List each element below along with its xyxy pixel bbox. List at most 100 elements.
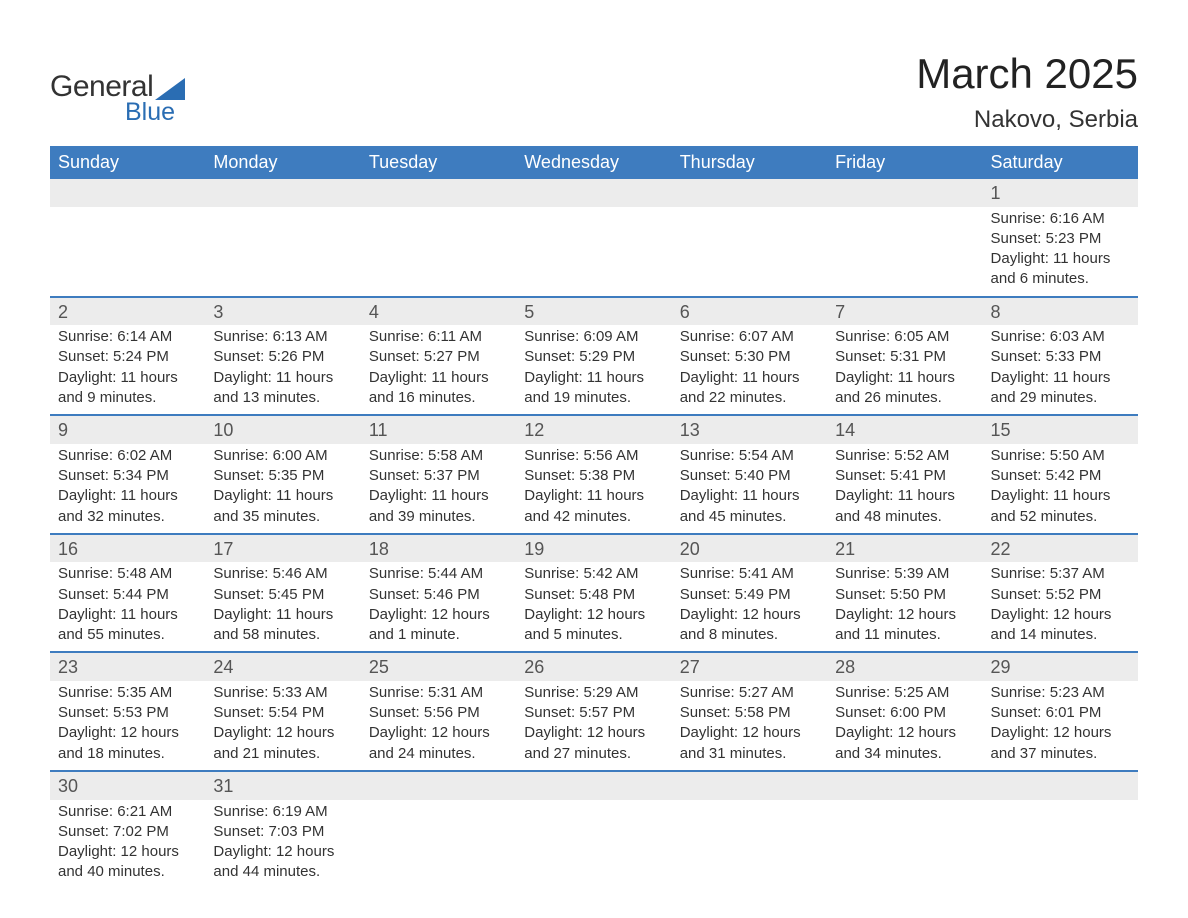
sunrise-text: Sunrise: 6:16 AM xyxy=(991,209,1130,229)
sunset-text: Sunset: 5:23 PM xyxy=(991,229,1130,249)
calendar-cell: 11Sunrise: 5:58 AMSunset: 5:37 PMDayligh… xyxy=(361,415,516,534)
day-number: 28 xyxy=(827,653,982,681)
daylight-text: and 16 minutes. xyxy=(369,388,508,408)
sunrise-text: Sunrise: 6:02 AM xyxy=(58,446,197,466)
day-number: 5 xyxy=(516,298,671,326)
sunset-text: Sunset: 5:37 PM xyxy=(369,466,508,486)
day-data xyxy=(516,207,671,235)
sunset-text: Sunset: 5:24 PM xyxy=(58,347,197,367)
daylight-text: Daylight: 11 hours xyxy=(680,368,819,388)
sunrise-text: Sunrise: 5:56 AM xyxy=(524,446,663,466)
daylight-text: and 35 minutes. xyxy=(213,507,352,527)
day-data: Sunrise: 5:41 AMSunset: 5:49 PMDaylight:… xyxy=(672,562,827,651)
calendar-cell: 30Sunrise: 6:21 AMSunset: 7:02 PMDayligh… xyxy=(50,771,205,889)
day-data xyxy=(205,207,360,235)
calendar-week-row: 16Sunrise: 5:48 AMSunset: 5:44 PMDayligh… xyxy=(50,534,1138,653)
day-data: Sunrise: 6:03 AMSunset: 5:33 PMDaylight:… xyxy=(983,325,1138,414)
day-data xyxy=(672,207,827,235)
sunset-text: Sunset: 5:40 PM xyxy=(680,466,819,486)
daylight-text: Daylight: 12 hours xyxy=(835,723,974,743)
daylight-text: and 13 minutes. xyxy=(213,388,352,408)
daylight-text: Daylight: 11 hours xyxy=(213,486,352,506)
sunrise-text: Sunrise: 6:13 AM xyxy=(213,327,352,347)
calendar-cell: 3Sunrise: 6:13 AMSunset: 5:26 PMDaylight… xyxy=(205,297,360,416)
daylight-text: and 44 minutes. xyxy=(213,862,352,882)
calendar-cell: 31Sunrise: 6:19 AMSunset: 7:03 PMDayligh… xyxy=(205,771,360,889)
calendar-cell: 9Sunrise: 6:02 AMSunset: 5:34 PMDaylight… xyxy=(50,415,205,534)
daylight-text: and 31 minutes. xyxy=(680,744,819,764)
day-data xyxy=(672,800,827,828)
daylight-text: Daylight: 12 hours xyxy=(680,605,819,625)
day-header: Friday xyxy=(827,146,982,179)
day-number: 31 xyxy=(205,772,360,800)
day-number: 21 xyxy=(827,535,982,563)
day-header: Thursday xyxy=(672,146,827,179)
day-data xyxy=(827,207,982,235)
day-data: Sunrise: 5:46 AMSunset: 5:45 PMDaylight:… xyxy=(205,562,360,651)
sunrise-text: Sunrise: 5:48 AM xyxy=(58,564,197,584)
calendar-week-row: 9Sunrise: 6:02 AMSunset: 5:34 PMDaylight… xyxy=(50,415,1138,534)
day-data: Sunrise: 6:13 AMSunset: 5:26 PMDaylight:… xyxy=(205,325,360,414)
sunrise-text: Sunrise: 5:31 AM xyxy=(369,683,508,703)
day-data xyxy=(516,800,671,828)
day-data: Sunrise: 5:25 AMSunset: 6:00 PMDaylight:… xyxy=(827,681,982,770)
day-number: 2 xyxy=(50,298,205,326)
daylight-text: and 14 minutes. xyxy=(991,625,1130,645)
day-data: Sunrise: 5:39 AMSunset: 5:50 PMDaylight:… xyxy=(827,562,982,651)
day-number: 6 xyxy=(672,298,827,326)
day-number: 30 xyxy=(50,772,205,800)
sunrise-text: Sunrise: 5:50 AM xyxy=(991,446,1130,466)
daylight-text: Daylight: 12 hours xyxy=(213,723,352,743)
daylight-text: Daylight: 11 hours xyxy=(524,486,663,506)
calendar-cell xyxy=(205,179,360,297)
calendar-cell: 2Sunrise: 6:14 AMSunset: 5:24 PMDaylight… xyxy=(50,297,205,416)
daylight-text: and 45 minutes. xyxy=(680,507,819,527)
calendar-cell xyxy=(672,771,827,889)
day-number: 19 xyxy=(516,535,671,563)
sunrise-text: Sunrise: 5:27 AM xyxy=(680,683,819,703)
logo: General Blue xyxy=(50,70,185,127)
sunrise-text: Sunrise: 6:03 AM xyxy=(991,327,1130,347)
day-number xyxy=(827,772,982,800)
daylight-text: Daylight: 12 hours xyxy=(58,842,197,862)
day-number xyxy=(50,179,205,207)
calendar-cell: 7Sunrise: 6:05 AMSunset: 5:31 PMDaylight… xyxy=(827,297,982,416)
day-data: Sunrise: 5:50 AMSunset: 5:42 PMDaylight:… xyxy=(983,444,1138,533)
daylight-text: Daylight: 11 hours xyxy=(991,249,1130,269)
day-data xyxy=(827,800,982,828)
sunset-text: Sunset: 5:30 PM xyxy=(680,347,819,367)
daylight-text: and 42 minutes. xyxy=(524,507,663,527)
daylight-text: Daylight: 11 hours xyxy=(58,486,197,506)
calendar-week-row: 1Sunrise: 6:16 AMSunset: 5:23 PMDaylight… xyxy=(50,179,1138,297)
daylight-text: Daylight: 12 hours xyxy=(58,723,197,743)
calendar-cell xyxy=(50,179,205,297)
sunset-text: Sunset: 5:41 PM xyxy=(835,466,974,486)
sunset-text: Sunset: 7:02 PM xyxy=(58,822,197,842)
day-number: 16 xyxy=(50,535,205,563)
sunset-text: Sunset: 5:52 PM xyxy=(991,585,1130,605)
day-number xyxy=(827,179,982,207)
day-data xyxy=(361,800,516,828)
calendar-cell: 28Sunrise: 5:25 AMSunset: 6:00 PMDayligh… xyxy=(827,652,982,771)
sunrise-text: Sunrise: 5:42 AM xyxy=(524,564,663,584)
sunrise-text: Sunrise: 6:14 AM xyxy=(58,327,197,347)
day-data: Sunrise: 6:02 AMSunset: 5:34 PMDaylight:… xyxy=(50,444,205,533)
day-data: Sunrise: 6:19 AMSunset: 7:03 PMDaylight:… xyxy=(205,800,360,889)
calendar-cell: 8Sunrise: 6:03 AMSunset: 5:33 PMDaylight… xyxy=(983,297,1138,416)
daylight-text: Daylight: 11 hours xyxy=(524,368,663,388)
sunset-text: Sunset: 5:53 PM xyxy=(58,703,197,723)
calendar-cell: 13Sunrise: 5:54 AMSunset: 5:40 PMDayligh… xyxy=(672,415,827,534)
day-header: Sunday xyxy=(50,146,205,179)
day-data xyxy=(50,207,205,235)
calendar-cell xyxy=(983,771,1138,889)
sunset-text: Sunset: 7:03 PM xyxy=(213,822,352,842)
day-data: Sunrise: 5:48 AMSunset: 5:44 PMDaylight:… xyxy=(50,562,205,651)
calendar-table: Sunday Monday Tuesday Wednesday Thursday… xyxy=(50,146,1138,889)
daylight-text: and 1 minute. xyxy=(369,625,508,645)
calendar-cell xyxy=(361,179,516,297)
daylight-text: Daylight: 12 hours xyxy=(991,605,1130,625)
day-number: 13 xyxy=(672,416,827,444)
sunset-text: Sunset: 5:33 PM xyxy=(991,347,1130,367)
day-number: 15 xyxy=(983,416,1138,444)
sunrise-text: Sunrise: 5:41 AM xyxy=(680,564,819,584)
